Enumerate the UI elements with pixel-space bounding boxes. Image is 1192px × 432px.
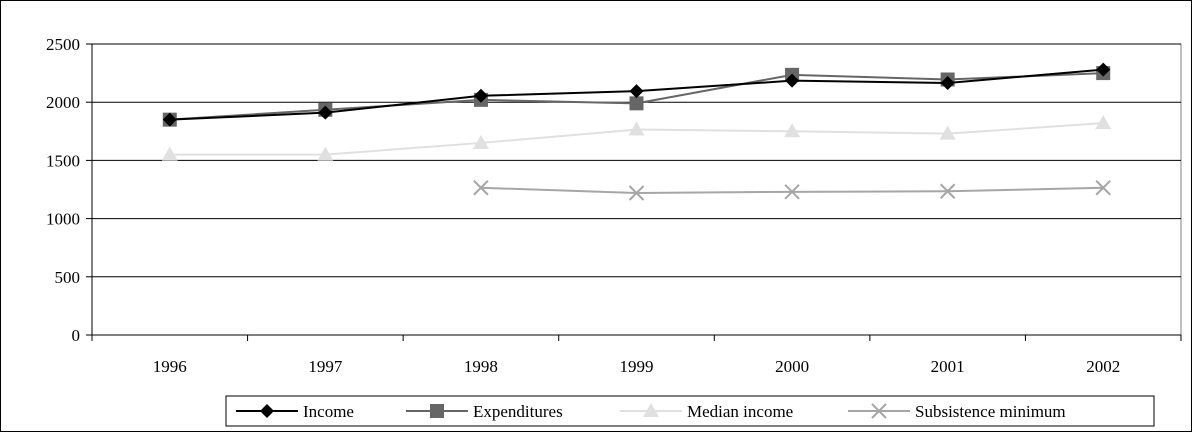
data-point <box>629 96 644 111</box>
y-tick-label: 1000 <box>46 210 80 229</box>
x-marker-stroke <box>473 180 489 196</box>
legend-label: Subsistence minimum <box>915 402 1066 421</box>
x-marker-stroke <box>1095 180 1111 196</box>
legend-label: Expenditures <box>473 402 563 421</box>
data-point <box>1095 180 1111 196</box>
y-tick-label: 500 <box>55 268 81 287</box>
series-median-income <box>161 115 1112 161</box>
data-point <box>785 73 800 88</box>
data-point <box>1096 62 1111 77</box>
data-point <box>1095 115 1112 130</box>
data-point <box>161 146 178 161</box>
legend-item: Median income <box>620 402 793 421</box>
data-point <box>628 121 645 136</box>
data-point <box>629 84 644 99</box>
x-marker-stroke <box>784 184 800 200</box>
x-marker-stroke <box>871 403 887 419</box>
x-tick-label: 2001 <box>931 357 965 376</box>
axes: 0 500 1000 1500 2000 2500 1996 1997 1998 1999 2000… <box>46 35 1182 376</box>
data-point <box>784 184 800 200</box>
series-income <box>162 62 1111 127</box>
x-marker-stroke <box>939 183 956 199</box>
data-point <box>162 112 177 127</box>
x-tick-label: 1999 <box>620 357 654 376</box>
data-point <box>939 125 956 140</box>
x-tick-label: 1997 <box>308 357 343 376</box>
data-point <box>472 134 489 149</box>
legend-label: Income <box>303 402 354 421</box>
data-point <box>318 105 333 120</box>
x-tick-label: 2000 <box>775 357 809 376</box>
y-tick-label: 2000 <box>46 93 80 112</box>
legend-item: Subsistence minimum <box>848 402 1066 421</box>
y-tick-label: 1500 <box>46 151 80 170</box>
data-point <box>784 123 801 138</box>
y-tick-label: 2500 <box>46 35 80 54</box>
x-tick-label: 1998 <box>464 357 498 376</box>
data-point <box>628 185 645 201</box>
legend-label: Median income <box>687 402 793 421</box>
legend-item: Expenditures <box>406 402 563 421</box>
legend-marker <box>871 403 887 419</box>
data-point <box>473 88 488 103</box>
legend-marker <box>430 404 444 418</box>
legend-item: Income <box>236 402 354 421</box>
y-tick-label: 0 <box>72 326 81 345</box>
legend: Income Expenditures Median income Subsisten… <box>225 395 1155 427</box>
series-subsistence-minimum <box>473 180 1111 201</box>
data-point <box>473 180 489 196</box>
series-layer <box>161 62 1112 201</box>
legend-marker <box>643 403 659 417</box>
x-marker-stroke <box>628 185 645 201</box>
x-tick-label: 2002 <box>1086 357 1120 376</box>
data-point <box>940 75 955 90</box>
x-tick-label: 1996 <box>153 357 187 376</box>
data-point <box>317 146 334 161</box>
legend-marker <box>260 404 274 418</box>
legend-box <box>225 395 1155 427</box>
data-point <box>939 183 956 199</box>
